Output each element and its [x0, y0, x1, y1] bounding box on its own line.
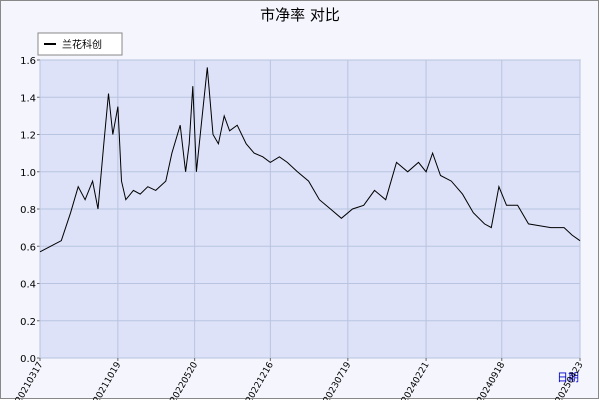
legend-label: 兰花科创	[62, 38, 102, 51]
y-tick-label: 0.2	[20, 317, 36, 328]
y-tick-label: 0.6	[20, 242, 36, 253]
line	[39, 67, 581, 253]
y-tick-label: 1.0	[20, 168, 36, 179]
legend-box	[37, 32, 123, 56]
x-axis-label: 日期	[557, 371, 579, 384]
y-tick-label: 0.4	[20, 280, 36, 291]
y-tick-label: 0.0	[20, 354, 36, 365]
y-tick-label: 0.8	[20, 205, 36, 216]
chart-title: 市净率 对比	[260, 6, 340, 24]
legend: 兰花科创	[37, 32, 123, 56]
y-tick-label: 1.6	[20, 56, 36, 67]
y-tick-label: 1.4	[20, 93, 36, 104]
y-tick-label: 1.2	[20, 131, 36, 142]
